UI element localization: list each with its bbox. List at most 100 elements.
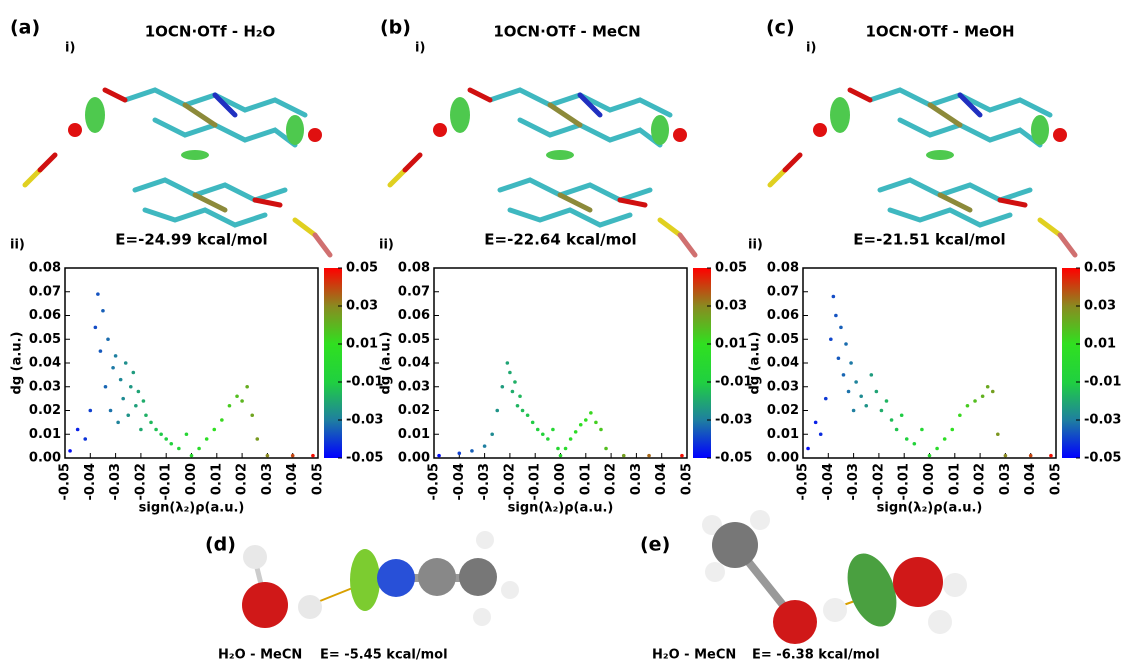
x-tick-label: 0.00 [922, 463, 937, 495]
colorbar-tick-label: 0.01 [1084, 337, 1116, 352]
y-tick-label: 0.04 [398, 356, 430, 371]
scatter-point [470, 449, 474, 453]
scatter-point [99, 349, 103, 353]
scatter-point [495, 409, 499, 413]
scatter-point [844, 342, 848, 346]
scatter-point [511, 390, 515, 394]
y-axis-label: dg (a.u.) [748, 332, 763, 395]
scatter-point [880, 409, 884, 413]
x-tick-label: -0.05 [58, 463, 73, 500]
scatter-point [144, 413, 148, 417]
scatter-point [834, 314, 838, 318]
scatter-point [935, 447, 939, 451]
scatter-point [94, 326, 98, 330]
x-tick-label: 0.03 [260, 463, 275, 495]
x-axis-label: sign(λ₂)ρ(a.u.) [139, 501, 245, 516]
scatter-point [245, 385, 249, 389]
y-tick-label: 0.00 [398, 451, 430, 466]
scatter-point [68, 449, 72, 453]
scatter-point [518, 394, 522, 398]
colorbar-tick-label: -0.01 [1084, 375, 1121, 390]
scatter-point [124, 361, 128, 365]
scatter-point [829, 337, 833, 341]
scatter-point [536, 428, 540, 432]
y-tick-label: 0.07 [767, 284, 799, 299]
scatter-point [996, 432, 1000, 436]
scatter-point [1004, 454, 1008, 458]
scatter-point [526, 413, 530, 417]
y-tick-label: 0.03 [767, 379, 799, 394]
scatter-point [177, 447, 181, 451]
colorbar-tick-label: 0.05 [715, 261, 747, 276]
x-tick-label: -0.03 [108, 463, 123, 500]
x-tick-label: 0.05 [1049, 463, 1064, 495]
scatter-point [928, 454, 932, 458]
scatter-point [521, 409, 525, 413]
scatter-point [556, 447, 560, 451]
scatter-point [212, 428, 216, 432]
chart-title: E=-21.51 kcal/mol [853, 231, 1005, 249]
panel-title: 1OCN·OTf - H₂O [145, 23, 276, 41]
panel-label: (b) [380, 17, 411, 39]
y-tick-label: 0.06 [29, 308, 61, 323]
scatter-point [559, 454, 563, 458]
scatter-point [604, 447, 608, 451]
scatter-point [134, 404, 138, 408]
scatter-point [847, 390, 851, 394]
y-tick-label: 0.01 [398, 427, 430, 442]
x-tick-label: 0.04 [285, 463, 300, 495]
scatter-point [594, 421, 598, 425]
scatter-point [551, 428, 555, 432]
scatter-point [1049, 454, 1053, 458]
scatter-point [905, 437, 909, 441]
scatter-point [579, 423, 583, 427]
scatter-point [832, 295, 836, 299]
scatter-point [169, 442, 173, 446]
y-tick-label: 0.02 [29, 403, 61, 418]
colorbar-tick-label: 0.01 [346, 337, 378, 352]
chart-title: E=-22.64 kcal/mol [484, 231, 636, 249]
scatter-point [139, 428, 143, 432]
x-tick-label: 0.02 [235, 463, 250, 495]
scatter-point [197, 447, 201, 451]
sub-label: i) [806, 41, 816, 56]
x-tick-label: 0.02 [604, 463, 619, 495]
scatter-point [546, 437, 550, 441]
x-tick-label: -0.04 [821, 463, 836, 500]
scatter-point [885, 399, 889, 403]
scatter-point [137, 390, 141, 394]
scatter-point [900, 413, 904, 417]
scatter-point [920, 428, 924, 432]
scatter-point [240, 399, 244, 403]
scatter-point [574, 430, 578, 434]
scatter-point [266, 454, 270, 458]
x-tick-label: 0.03 [629, 463, 644, 495]
scatter-point [950, 428, 954, 432]
scatter-point [806, 447, 810, 451]
colorbar-tick-label: -0.05 [715, 451, 752, 466]
sub-label: i) [65, 41, 75, 56]
scatter-point [116, 421, 120, 425]
x-tick-label: -0.03 [477, 463, 492, 500]
scatter-point [516, 404, 520, 408]
y-tick-label: 0.05 [29, 332, 61, 347]
scatter-point [842, 373, 846, 377]
y-tick-label: 0.02 [767, 403, 799, 418]
colorbar-tick-label: 0.01 [715, 337, 747, 352]
scatter-point [142, 399, 146, 403]
chart-title: E=-24.99 kcal/mol [115, 231, 267, 249]
scatter-point [569, 437, 573, 441]
x-tick-label: -0.05 [427, 463, 442, 500]
y-tick-label: 0.04 [767, 356, 799, 371]
panel-label: (d) [205, 534, 236, 556]
y-tick-label: 0.03 [29, 379, 61, 394]
scatter-point [991, 390, 995, 394]
scatter-point [154, 428, 158, 432]
sub-label: i) [415, 41, 425, 56]
scatter-point [531, 421, 535, 425]
scatter-point [149, 421, 153, 425]
y-tick-label: 0.04 [29, 356, 61, 371]
x-tick-label: -0.04 [452, 463, 467, 500]
complex-name: H₂O - MeCN [652, 648, 736, 663]
x-tick-label: 0.00 [553, 463, 568, 495]
